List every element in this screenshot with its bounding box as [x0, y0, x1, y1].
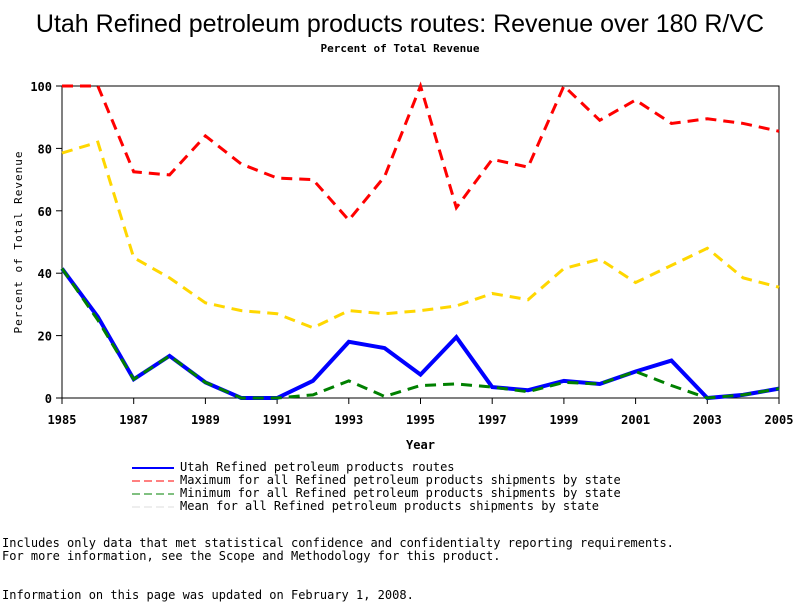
y-tick-label: 80	[38, 142, 52, 156]
legend-item: Utah Refined petroleum products routes	[132, 461, 621, 474]
footnote-methodology: For more information, see the Scope and …	[2, 549, 501, 563]
x-tick-label: 1995	[406, 413, 435, 427]
y-tick-label: 0	[45, 392, 52, 406]
x-tick-label: 1993	[334, 413, 363, 427]
series-line-2	[60, 267, 780, 400]
chart-subtitle: Percent of Total Revenue	[320, 42, 480, 55]
plot-frame	[61, 85, 780, 399]
legend-label: Mean for all Refined petroleum products …	[180, 499, 600, 513]
y-axis-label: Percent of Total Revenue	[12, 151, 25, 334]
series-line-1	[62, 81, 780, 223]
x-tick-label: 2005	[765, 413, 794, 427]
legend: Utah Refined petroleum products routes M…	[132, 461, 621, 513]
x-tick-label: 1987	[119, 413, 148, 427]
x-tick-label: 2003	[693, 413, 722, 427]
footnote-updated: Information on this page was updated on …	[2, 588, 414, 602]
x-tick-label: 1999	[549, 413, 578, 427]
x-tick-label: 1991	[263, 413, 292, 427]
x-axis-label: Year	[406, 438, 435, 452]
x-tick-label: 1989	[191, 413, 220, 427]
legend-label: Minimum for all Refined petroleum produc…	[180, 486, 621, 500]
legend-item: Minimum for all Refined petroleum produc…	[132, 487, 621, 500]
chart-title: Utah Refined petroleum products routes: …	[35, 10, 765, 38]
x-tick-label: 1985	[48, 413, 77, 427]
series-line-3	[61, 140, 780, 330]
y-tick-label: 20	[38, 330, 52, 344]
line-chart: 1985 1987 1989 1991 1993 1995 1997 1999 2001 2003…	[12, 80, 794, 452]
y-tick-label: 100	[30, 80, 52, 94]
x-tick-label: 1997	[478, 413, 507, 427]
legend-item: Maximum for all Refined petroleum produc…	[132, 474, 621, 487]
footnote-confidence: Includes only data that met statistical …	[2, 536, 674, 550]
legend-label: Utah Refined petroleum products routes	[180, 460, 455, 474]
y-tick-label: 40	[38, 267, 52, 281]
legend-item: Mean for all Refined petroleum products …	[132, 500, 621, 513]
legend-label: Maximum for all Refined petroleum produc…	[180, 473, 621, 487]
series-line-0	[60, 267, 780, 401]
x-tick-label: 2001	[621, 413, 650, 427]
y-tick-label: 60	[38, 205, 52, 219]
